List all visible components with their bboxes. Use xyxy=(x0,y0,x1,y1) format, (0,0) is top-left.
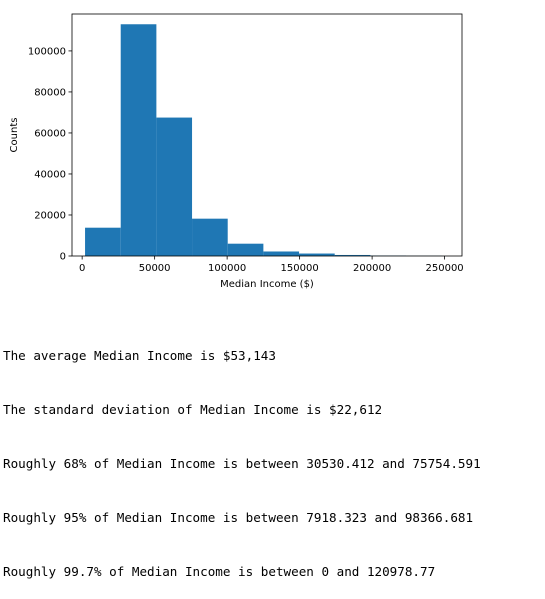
y-tick-label: 100000 xyxy=(28,46,66,57)
histogram-bar xyxy=(263,251,299,256)
range-99-7-percent-line: Roughly 99.7% of Median Income is betwee… xyxy=(3,563,481,581)
x-tick-label: 200000 xyxy=(353,263,391,274)
x-tick-label: 250000 xyxy=(426,263,464,274)
y-axis-ticks: 0 20000 40000 60000 80000 100000 xyxy=(28,46,72,262)
y-tick-label: 80000 xyxy=(34,87,66,98)
range-68-percent-line: Roughly 68% of Median Income is between … xyxy=(3,455,481,473)
x-tick-label: 50000 xyxy=(139,263,171,274)
x-tick-label: 0 xyxy=(79,263,85,274)
y-tick-label: 40000 xyxy=(34,169,66,180)
x-axis-label: Median Income ($) xyxy=(220,279,314,290)
y-tick-label: 20000 xyxy=(34,210,66,221)
histogram-chart: 0 50000 100000 150000 200000 250000 0 20000 400… xyxy=(0,0,545,300)
histogram-bar xyxy=(228,244,264,256)
range-95-percent-line: Roughly 95% of Median Income is between … xyxy=(3,509,481,527)
x-axis-ticks: 0 50000 100000 150000 200000 250000 xyxy=(79,256,464,274)
histogram-bar xyxy=(85,228,121,256)
histogram-bar xyxy=(121,24,157,256)
histogram-bars xyxy=(85,24,442,256)
x-tick-label: 150000 xyxy=(281,263,319,274)
cell-output-text: The average Median Income is $53,143 The… xyxy=(3,311,481,599)
average-income-line: The average Median Income is $53,143 xyxy=(3,347,481,365)
y-axis-label: Counts xyxy=(9,118,20,153)
y-tick-label: 60000 xyxy=(34,128,66,139)
std-deviation-line: The standard deviation of Median Income … xyxy=(3,401,481,419)
y-tick-label: 0 xyxy=(60,252,66,263)
histogram-bar xyxy=(156,118,192,256)
x-tick-label: 100000 xyxy=(208,263,246,274)
histogram-bar xyxy=(192,219,228,256)
